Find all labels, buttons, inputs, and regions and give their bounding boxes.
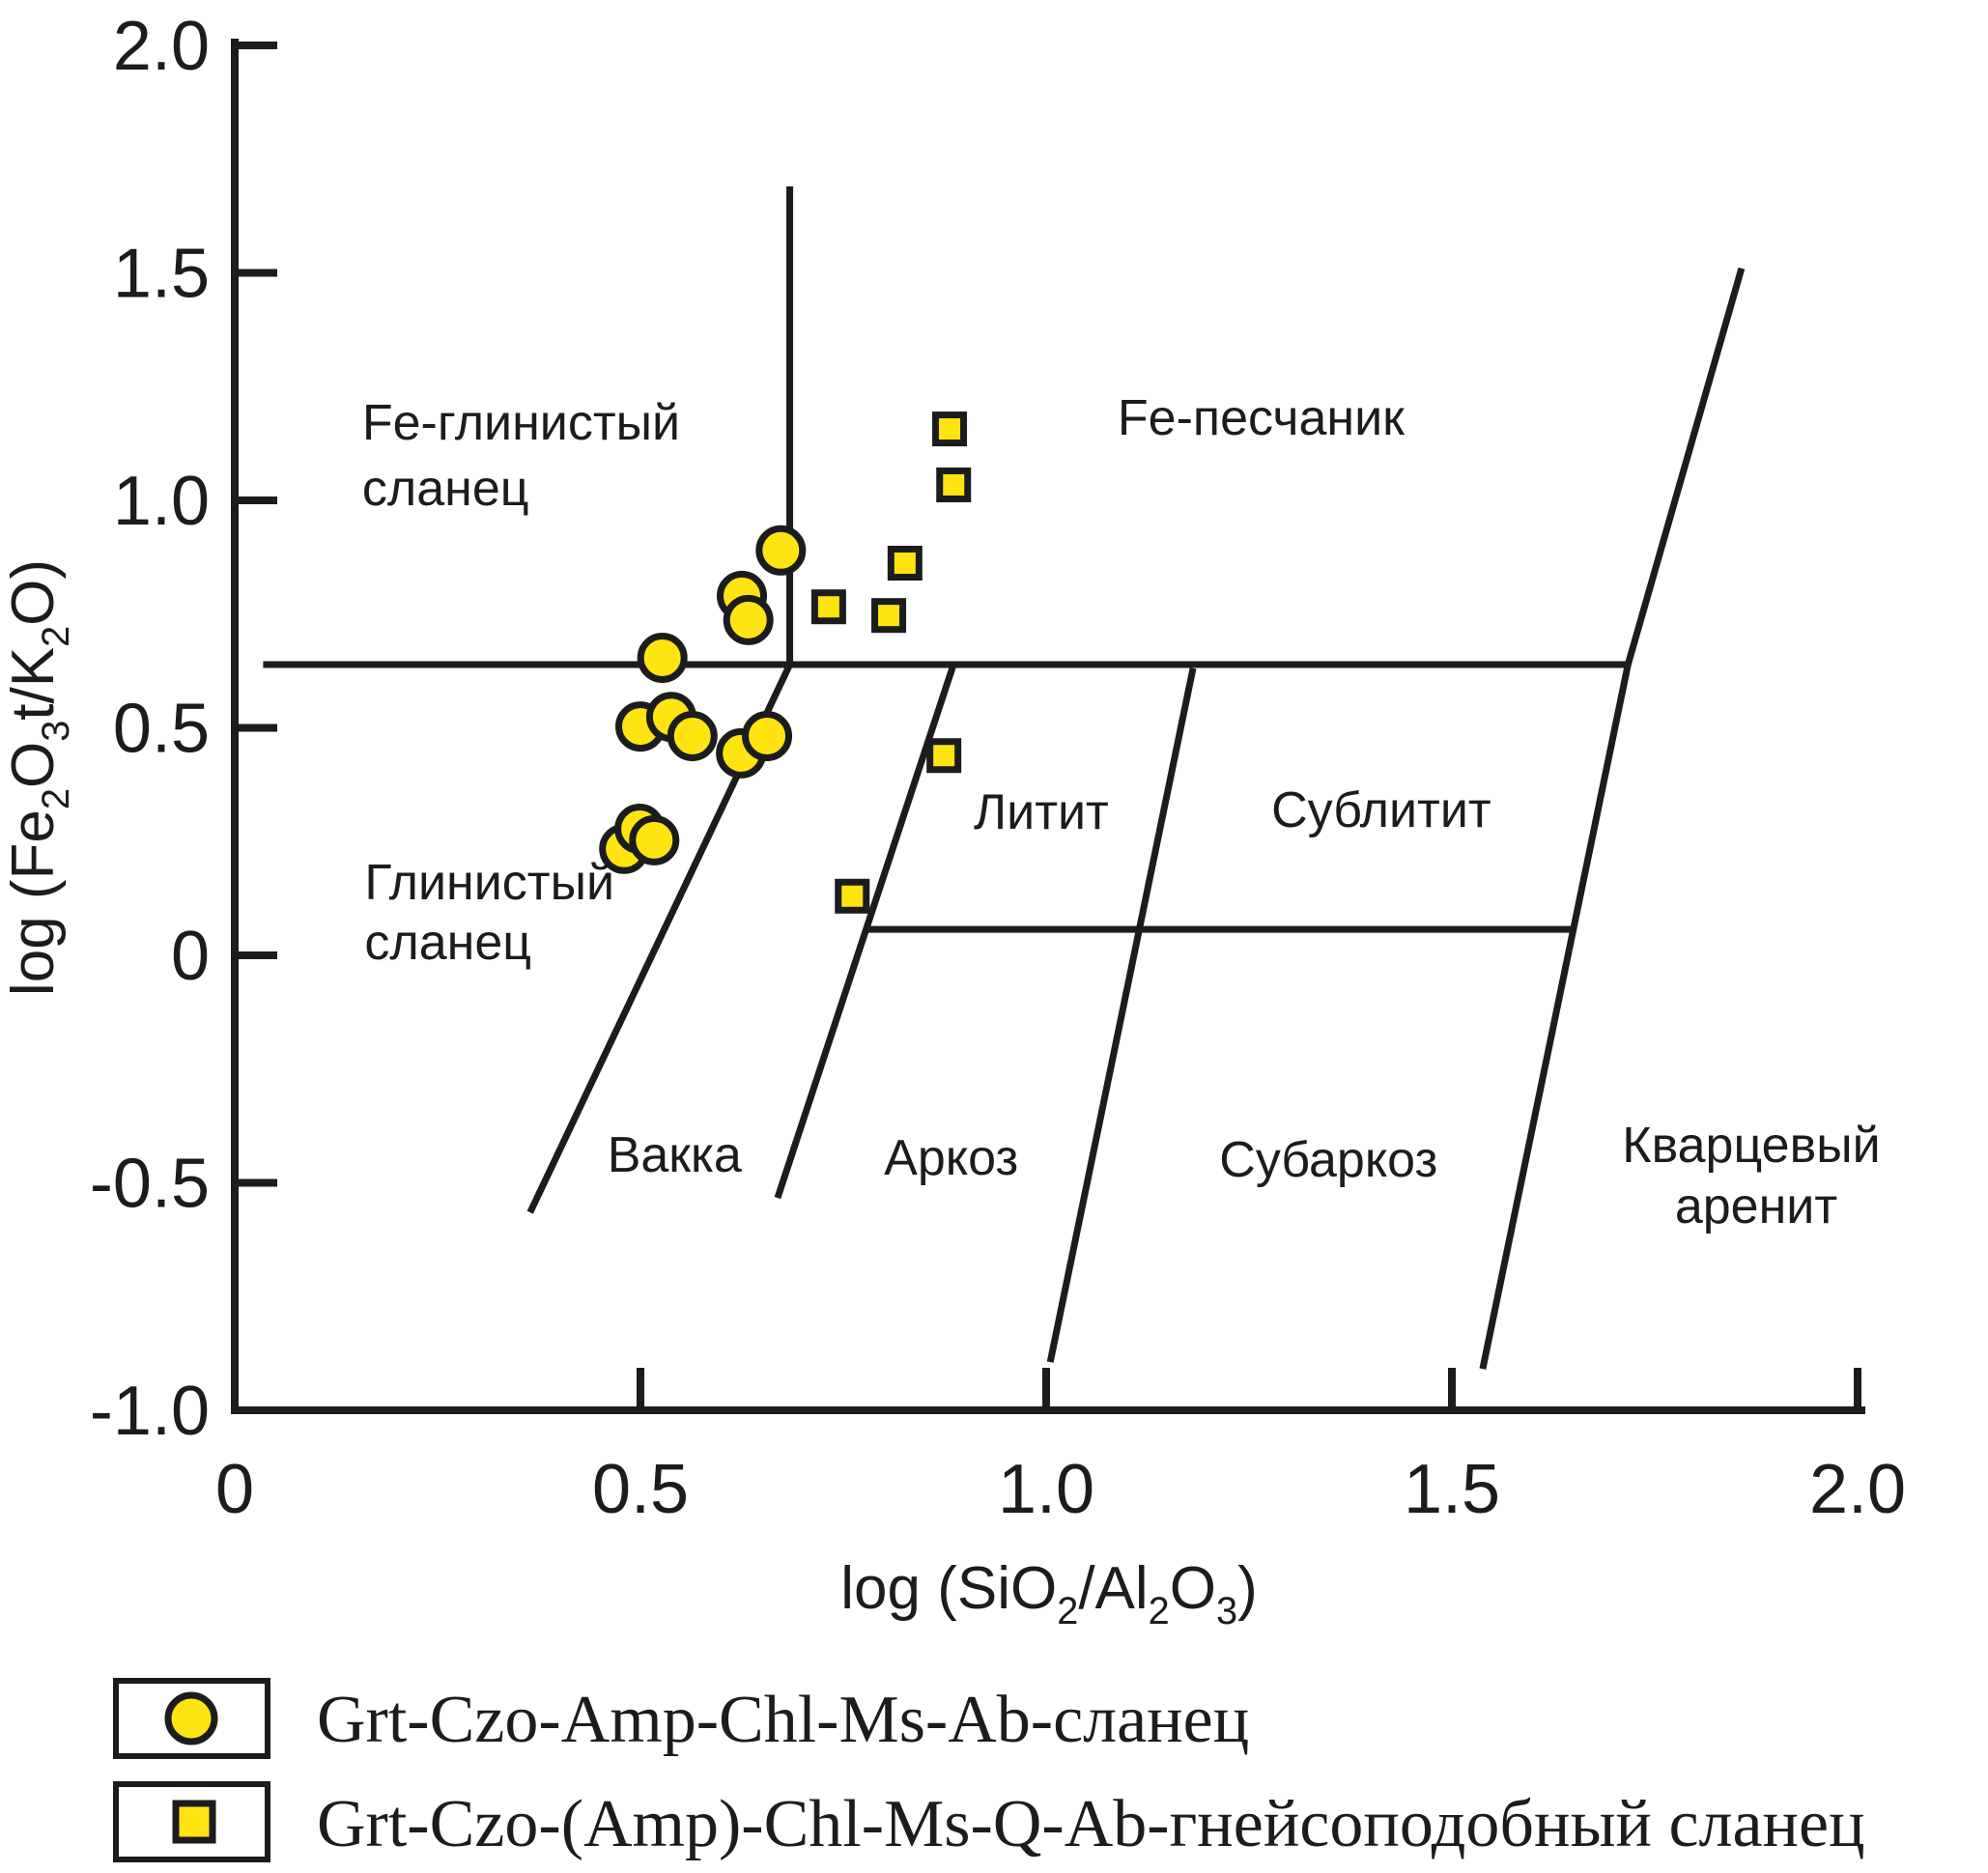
y-tick-label: 0.5: [113, 691, 210, 768]
legend-box-circle: [113, 1678, 270, 1759]
data-point-circle: [755, 525, 807, 576]
legend-label-circle: Grt-Czo-Amp-Chl-Ms-Ab-сланец: [317, 1683, 1249, 1757]
data-point-square: [887, 545, 923, 581]
data-point-circle: [723, 594, 774, 645]
boundary-wacke-litharenite: [774, 665, 956, 1200]
field-label: Fe-песчаник: [1118, 390, 1405, 446]
x-axis-title: log (SiO2/Al2O3): [840, 1555, 1257, 1632]
x-tick-label: 2.0: [1809, 1451, 1906, 1528]
data-point-square: [936, 467, 972, 502]
y-tick-label: 1.0: [113, 463, 210, 540]
x-tick-label: 0: [215, 1451, 254, 1528]
field-label: аренит: [1675, 1178, 1837, 1234]
x-tick-label: 0.5: [592, 1451, 689, 1528]
y-tick-label: 1.5: [113, 236, 210, 313]
boundary-fe-sandstone-right: [1624, 267, 1746, 666]
boundary-litharenite-sublitharenite: [1046, 667, 1197, 1363]
data-points: [599, 411, 972, 914]
y-axis-title: log (Fe2O3t/K2O): [0, 559, 77, 996]
field-label: сланец: [364, 915, 531, 971]
x-tick-label: 1.5: [1404, 1451, 1500, 1528]
field-labels: Fe-глинистыйсланецFe-песчаникГлинистыйсл…: [362, 390, 1881, 1234]
data-point-square: [932, 411, 968, 447]
y-tick-label: 0: [171, 918, 210, 995]
field-label: Аркоз: [884, 1130, 1018, 1186]
axes: 0 0.5 1.0 1.5 2.0 2.0 1.5 1.0 0.5 0 -0.5 -1.0: [90, 8, 1906, 1528]
boundary-sublitharenite-quartz: [1479, 664, 1632, 1370]
y-tick-label: 2.0: [113, 8, 210, 85]
data-point-circle: [667, 710, 718, 761]
data-point-circle: [742, 710, 793, 761]
data-point-square: [871, 598, 907, 634]
y-tick-label: -1.0: [90, 1373, 210, 1450]
y-tick-label: -0.5: [90, 1146, 210, 1223]
data-point-circle: [629, 814, 680, 866]
field-label: Субаркоз: [1219, 1132, 1437, 1188]
field-label: Глинистый: [364, 855, 614, 911]
data-point-square: [926, 738, 962, 774]
legend-circle-marker-icon: [164, 1691, 218, 1745]
legend: Grt-Czo-Amp-Chl-Ms-Ab-сланец Grt-Czo-(Am…: [113, 1678, 1865, 1862]
data-point-square: [835, 878, 870, 914]
field-label: Кварцевый: [1622, 1118, 1880, 1174]
field-boundaries: [263, 186, 1746, 1370]
field-label: Литит: [974, 784, 1109, 840]
legend-label-square: Grt-Czo-(Amp)-Chl-Ms-Q-Ab-гнейсоподобный…: [317, 1787, 1865, 1861]
x-tick-label: 1.0: [998, 1451, 1094, 1528]
field-label: сланец: [362, 461, 529, 517]
legend-box-square: [113, 1781, 270, 1862]
field-label: Fe-глинистый: [362, 395, 680, 451]
legend-square-marker-icon: [172, 1800, 216, 1844]
data-point-square: [810, 589, 846, 625]
field-label: Вакка: [608, 1127, 742, 1183]
data-point-circle: [637, 632, 688, 683]
field-label: Сублитит: [1271, 782, 1491, 838]
